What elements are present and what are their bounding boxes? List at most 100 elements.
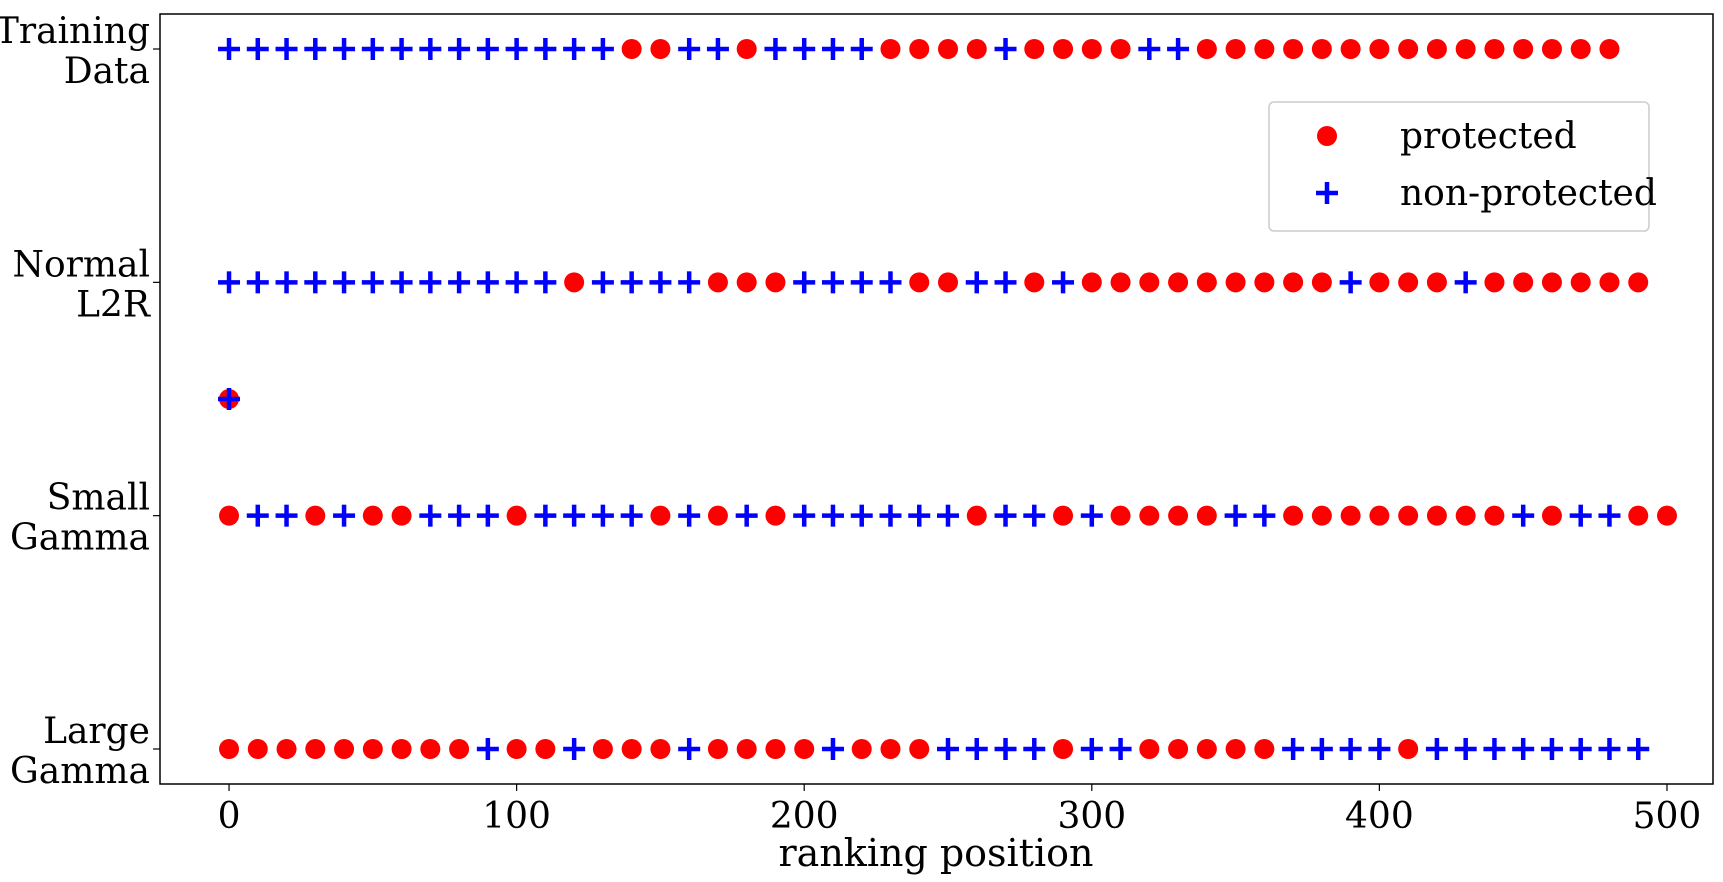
protected-point bbox=[564, 272, 585, 293]
non-protected-point bbox=[678, 738, 701, 760]
protected-point bbox=[1541, 39, 1562, 59]
protected-point bbox=[736, 272, 757, 293]
non-protected-point bbox=[793, 504, 816, 527]
non-protected-point bbox=[1454, 271, 1477, 294]
non-protected-point bbox=[591, 271, 614, 294]
protected-point bbox=[794, 739, 815, 759]
protected-point bbox=[707, 739, 728, 759]
stray-points bbox=[218, 388, 241, 410]
y-tick-label: Small bbox=[47, 478, 150, 519]
protected-point bbox=[1541, 272, 1562, 293]
protected-point bbox=[1398, 739, 1419, 759]
protected-point bbox=[449, 739, 470, 759]
protected-point bbox=[1283, 505, 1304, 526]
non-protected-point bbox=[275, 38, 298, 60]
protected-point bbox=[909, 739, 930, 759]
protected-point bbox=[1541, 505, 1562, 526]
non-protected-point bbox=[275, 271, 298, 294]
non-protected-point bbox=[591, 38, 614, 60]
y-tick-label: Training bbox=[0, 11, 150, 52]
legend-label: non-protected bbox=[1400, 173, 1657, 214]
non-protected-point bbox=[620, 504, 643, 527]
non-protected-point bbox=[448, 504, 471, 527]
protected-point bbox=[1168, 505, 1189, 526]
non-protected-point bbox=[1569, 504, 1592, 527]
protected-point bbox=[1053, 505, 1074, 526]
x-axis: 0 100 200 300 400 500 bbox=[218, 784, 1701, 837]
protected-point bbox=[219, 505, 240, 526]
protected-point bbox=[1225, 39, 1246, 59]
non-protected-point bbox=[563, 738, 586, 760]
protected-point bbox=[765, 505, 786, 526]
non-protected-point bbox=[246, 38, 269, 60]
non-protected-point bbox=[1282, 738, 1305, 760]
protected-point bbox=[1599, 39, 1620, 59]
non-protected-point bbox=[419, 271, 442, 294]
protected-point bbox=[1196, 272, 1217, 293]
protected-point bbox=[736, 39, 757, 59]
protected-point bbox=[219, 739, 240, 759]
non-protected-point bbox=[678, 38, 701, 60]
non-protected-point bbox=[1109, 738, 1132, 760]
protected-point bbox=[1398, 272, 1419, 293]
non-protected-point bbox=[735, 504, 758, 527]
legend-item-non-protected: non-protected bbox=[1316, 173, 1657, 214]
non-protected-point bbox=[879, 271, 902, 294]
non-protected-point bbox=[218, 388, 241, 410]
non-protected-point bbox=[505, 38, 528, 60]
protected-point bbox=[938, 39, 959, 59]
non-protected-point bbox=[678, 271, 701, 294]
protected-point bbox=[1484, 505, 1505, 526]
protected-point bbox=[1311, 39, 1332, 59]
non-protected-point bbox=[1425, 738, 1448, 760]
non-protected-point bbox=[1080, 504, 1103, 527]
non-protected-point bbox=[1224, 504, 1247, 527]
protected-point bbox=[506, 739, 527, 759]
row-0-points bbox=[218, 38, 1620, 60]
protected-point bbox=[1110, 505, 1131, 526]
protected-point bbox=[1426, 39, 1447, 59]
non-protected-point bbox=[1023, 504, 1046, 527]
non-protected-point bbox=[793, 271, 816, 294]
y-tick-label: Gamma bbox=[10, 518, 150, 559]
non-protected-point bbox=[850, 38, 873, 60]
protected-point bbox=[966, 505, 987, 526]
non-protected-point bbox=[821, 738, 844, 760]
non-protected-point bbox=[476, 271, 499, 294]
y-axis: TrainingDataNormalL2RSmallGammaLargeGamm… bbox=[0, 11, 160, 792]
y-tick-label: Data bbox=[64, 51, 150, 92]
legend: protected non-protected bbox=[1268, 101, 1657, 232]
protected-point bbox=[1311, 272, 1332, 293]
x-tick-label: 300 bbox=[1057, 796, 1126, 837]
x-tick-label: 100 bbox=[482, 796, 551, 837]
protected-point bbox=[276, 739, 297, 759]
non-protected-point bbox=[534, 271, 557, 294]
protected-point bbox=[938, 272, 959, 293]
non-protected-point bbox=[937, 504, 960, 527]
row-3-points bbox=[219, 738, 1650, 760]
y-tick-label: Normal bbox=[13, 244, 151, 285]
non-protected-point bbox=[965, 271, 988, 294]
non-protected-point bbox=[821, 504, 844, 527]
non-protected-point bbox=[620, 271, 643, 294]
protected-point bbox=[1053, 739, 1074, 759]
protected-point bbox=[1283, 272, 1304, 293]
protected-point bbox=[1053, 39, 1074, 59]
non-protected-point bbox=[534, 38, 557, 60]
non-protected-point bbox=[908, 504, 931, 527]
protected-point bbox=[1081, 39, 1102, 59]
non-protected-point bbox=[534, 504, 557, 527]
protected-point bbox=[1196, 739, 1217, 759]
protected-point bbox=[391, 505, 412, 526]
protected-point bbox=[506, 505, 527, 526]
non-protected-point bbox=[678, 504, 701, 527]
non-protected-point bbox=[1339, 738, 1362, 760]
protected-point bbox=[621, 39, 642, 59]
protected-point bbox=[1254, 739, 1275, 759]
protected-point bbox=[1139, 739, 1160, 759]
protected-point bbox=[1225, 739, 1246, 759]
non-protected-point bbox=[218, 38, 241, 60]
non-protected-point bbox=[706, 38, 729, 60]
non-protected-point bbox=[821, 271, 844, 294]
protected-point bbox=[1283, 39, 1304, 59]
